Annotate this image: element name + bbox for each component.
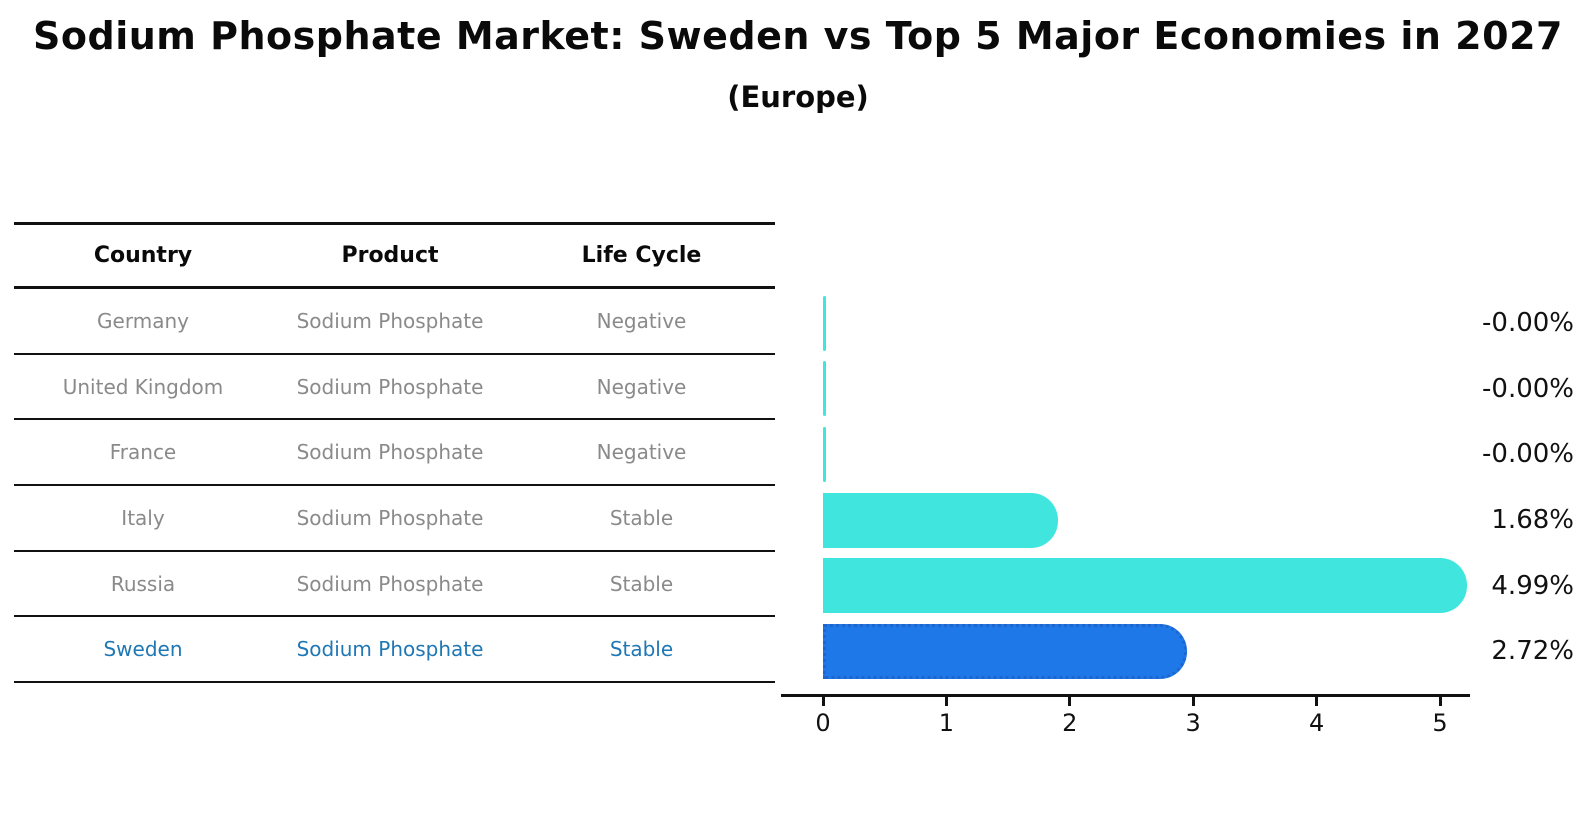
table-row-germany: Germany Sodium Phosphate Negative — [14, 289, 775, 355]
table-row-italy: Italy Sodium Phosphate Stable — [14, 486, 775, 552]
life-cycle-cell: Negative — [596, 374, 687, 399]
chart-row-russia: 4.99% — [0, 553, 1596, 619]
tick-mark — [1315, 697, 1319, 706]
product-cell: Sodium Phosphate — [296, 505, 484, 530]
life-cycle-cell: Negative — [596, 440, 687, 465]
header-product: Product — [341, 243, 439, 268]
chart-row-france: -0.00% — [0, 421, 1596, 487]
page-subtitle: (Europe) — [727, 80, 869, 114]
russia-value-label: 4.99% — [1491, 570, 1574, 601]
tick-mark — [944, 697, 948, 706]
table-row-united-kingdom: United Kingdom Sodium Phosphate Negative — [14, 355, 775, 421]
country-cell: Russia — [110, 571, 176, 596]
country-cell: Germany — [97, 308, 189, 333]
france-value-label: -0.00% — [1482, 439, 1574, 470]
product-cell: Sodium Phosphate — [296, 571, 484, 596]
country-cell: Italy — [121, 505, 165, 530]
table-row-france: France Sodium Phosphate Negative — [14, 420, 775, 487]
x-tick-label: 0 — [815, 709, 831, 737]
italy-bar — [823, 492, 1059, 548]
tick-mark — [1191, 697, 1195, 706]
tick-mark — [1438, 697, 1442, 706]
header-country: Country — [93, 243, 193, 268]
chart-row-sweden: 2.72% — [0, 618, 1596, 684]
product-cell: Sodium Phosphate — [296, 308, 484, 333]
chart-row-italy: 1.68% — [0, 487, 1596, 553]
x-axis-line — [781, 694, 1470, 697]
x-tick-label: 3 — [1185, 709, 1201, 737]
x-tick-label: 2 — [1062, 709, 1078, 737]
tick-mark — [821, 697, 825, 706]
united-kingdom-value-label: -0.00% — [1482, 373, 1574, 404]
country-cell: Sweden — [103, 637, 183, 662]
italy-value-label: 1.68% — [1491, 504, 1574, 535]
russia-bar — [823, 558, 1467, 614]
table-header-row: Country Product Life Cycle — [14, 222, 775, 289]
germany-value-label: -0.00% — [1482, 307, 1574, 338]
x-tick-label: 1 — [938, 709, 955, 737]
product-cell: Sodium Phosphate — [296, 374, 484, 399]
country-cell: France — [109, 440, 177, 465]
life-cycle-cell: Stable — [609, 637, 674, 662]
header-life-cycle: Life Cycle — [581, 243, 702, 268]
tick-mark — [1068, 697, 1072, 706]
x-tick-label: 4 — [1308, 709, 1325, 737]
product-cell: Sodium Phosphate — [296, 637, 484, 662]
life-cycle-cell: Stable — [609, 571, 674, 596]
comparison-table: Country Product Life Cycle Germany Sodiu… — [14, 222, 775, 684]
chart-row-united-kingdom: -0.00% — [0, 356, 1596, 422]
country-cell: United Kingdom — [62, 374, 224, 399]
sweden-bar — [823, 623, 1187, 679]
sweden-value-label: 2.72% — [1491, 636, 1574, 667]
table-row-sweden: Sweden Sodium Phosphate Stable — [14, 617, 775, 684]
table-row-russia: Russia Sodium Phosphate Stable — [14, 552, 775, 618]
united-kingdom-bar — [823, 361, 826, 417]
life-cycle-cell: Negative — [596, 308, 687, 333]
chart-row-germany: -0.00% — [0, 290, 1596, 356]
bar-chart: -0.00% -0.00% -0.00% 1.68% 4.99% 2.72% — [0, 290, 1596, 684]
page-title: Sodium Phosphate Market: Sweden vs Top 5… — [33, 14, 1563, 58]
life-cycle-cell: Stable — [609, 505, 674, 530]
france-bar — [823, 426, 826, 482]
product-cell: Sodium Phosphate — [296, 440, 484, 465]
germany-bar — [823, 295, 826, 351]
x-tick-label: 5 — [1432, 709, 1448, 737]
